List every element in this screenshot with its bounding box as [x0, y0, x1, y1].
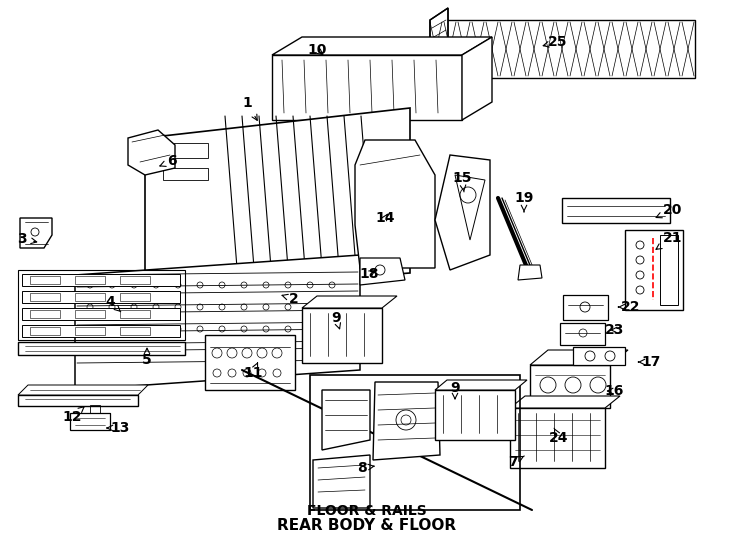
Polygon shape: [272, 37, 492, 55]
Polygon shape: [128, 130, 175, 175]
Text: FLOOR & RAILS: FLOOR & RAILS: [307, 504, 427, 518]
Bar: [30, 293, 60, 301]
Polygon shape: [22, 325, 180, 337]
Text: 17: 17: [639, 355, 661, 369]
Polygon shape: [18, 342, 185, 355]
Text: 14: 14: [375, 211, 395, 225]
Bar: [120, 310, 142, 318]
Polygon shape: [20, 218, 52, 248]
Text: 12: 12: [62, 407, 84, 424]
Polygon shape: [518, 265, 542, 280]
Bar: [150, 310, 172, 318]
Bar: [75, 327, 105, 335]
Text: 22: 22: [619, 300, 641, 314]
Polygon shape: [563, 295, 608, 320]
Text: 2: 2: [282, 292, 299, 306]
Polygon shape: [430, 8, 448, 78]
Bar: [163, 143, 208, 158]
Polygon shape: [435, 390, 515, 440]
Polygon shape: [70, 413, 110, 430]
Polygon shape: [510, 408, 605, 468]
Text: 15: 15: [452, 171, 472, 192]
Text: 18: 18: [359, 267, 379, 281]
Polygon shape: [373, 382, 440, 460]
Polygon shape: [510, 396, 620, 408]
Polygon shape: [573, 347, 625, 365]
Polygon shape: [18, 385, 148, 395]
Bar: [30, 327, 60, 335]
Bar: [75, 310, 105, 318]
Bar: [75, 276, 105, 284]
Polygon shape: [435, 155, 490, 270]
Text: REAR BODY & FLOOR: REAR BODY & FLOOR: [277, 517, 457, 532]
Bar: [75, 293, 105, 301]
Bar: [120, 310, 150, 318]
Text: 6: 6: [160, 154, 177, 168]
Polygon shape: [560, 323, 605, 345]
Text: 20: 20: [656, 203, 683, 218]
Text: 1: 1: [242, 96, 257, 120]
Polygon shape: [22, 291, 180, 303]
Polygon shape: [355, 140, 435, 268]
Polygon shape: [22, 308, 180, 320]
Text: 13: 13: [107, 421, 130, 435]
Polygon shape: [145, 108, 410, 293]
Bar: [120, 293, 150, 301]
Polygon shape: [562, 198, 670, 223]
Polygon shape: [530, 350, 628, 365]
Text: 21: 21: [656, 231, 683, 249]
Polygon shape: [530, 365, 610, 408]
Polygon shape: [313, 455, 370, 508]
Bar: [120, 327, 150, 335]
Bar: [90, 310, 112, 318]
Polygon shape: [360, 258, 405, 285]
Polygon shape: [205, 335, 295, 390]
Text: 4: 4: [105, 295, 121, 312]
Text: 7: 7: [508, 455, 524, 469]
Polygon shape: [22, 274, 180, 286]
Text: 16: 16: [604, 384, 624, 398]
Bar: [120, 276, 150, 284]
Polygon shape: [18, 395, 138, 406]
Text: 23: 23: [606, 323, 625, 337]
Polygon shape: [462, 37, 492, 120]
Polygon shape: [625, 230, 683, 310]
Text: 10: 10: [308, 43, 327, 57]
Text: 3: 3: [17, 232, 37, 246]
Polygon shape: [435, 380, 527, 390]
Text: 24: 24: [549, 428, 569, 445]
Polygon shape: [322, 390, 370, 450]
Polygon shape: [302, 296, 397, 308]
Text: 9: 9: [331, 311, 341, 329]
Polygon shape: [302, 308, 382, 363]
Bar: [30, 276, 60, 284]
Text: 19: 19: [515, 191, 534, 212]
Text: 25: 25: [543, 35, 568, 49]
Bar: [30, 310, 60, 318]
Text: 5: 5: [142, 348, 152, 367]
Polygon shape: [430, 20, 695, 78]
Text: 8: 8: [357, 461, 374, 475]
Bar: [163, 168, 208, 180]
Polygon shape: [272, 55, 462, 120]
Text: 9: 9: [450, 381, 459, 399]
Polygon shape: [75, 255, 360, 390]
Text: 11: 11: [243, 363, 263, 380]
